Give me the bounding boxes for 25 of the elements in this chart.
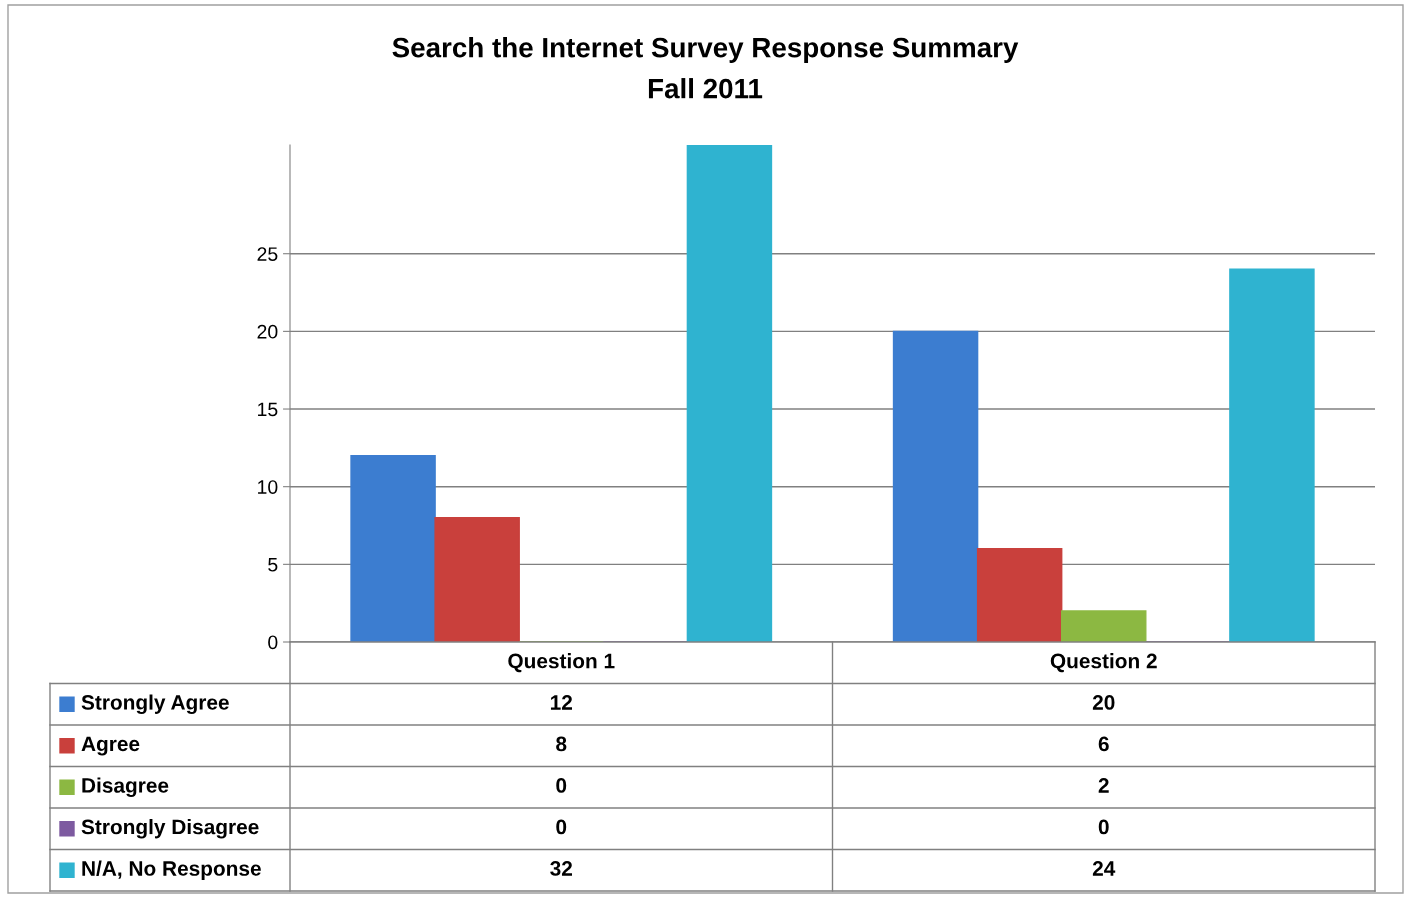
legend-label: N/A, No Response: [82, 860, 261, 880]
data-label: 12: [550, 695, 572, 710]
data-label: 24: [1092, 861, 1116, 876]
legend-label: Strongly Agree: [81, 694, 229, 715]
data-label: 8: [556, 736, 567, 752]
data-label: 2: [1098, 778, 1109, 793]
legend-label: Strongly Disagree: [81, 818, 259, 839]
chart-title: Search the Internet Survey Response Summary: [392, 37, 1019, 63]
data-label: 0: [556, 819, 567, 835]
legend-label: Disagree: [82, 777, 169, 798]
y-tick-label: 15: [258, 402, 278, 417]
y-tick-label: 25: [257, 247, 278, 261]
x-tick-label: Question 1: [508, 653, 615, 673]
y-tick-label: 10: [258, 480, 278, 494]
y-tick-label: 0: [268, 635, 278, 650]
x-tick-label: Question 2: [1050, 653, 1157, 673]
y-tick-label: 5: [268, 558, 278, 572]
data-label: 0: [556, 778, 567, 793]
data-label: 32: [550, 861, 572, 876]
data-label: 0: [1098, 819, 1109, 835]
data-label: 20: [1092, 695, 1115, 710]
chart-subtitle: Fall 2011: [648, 78, 763, 99]
legend-label: Agree: [81, 736, 140, 756]
data-label: 6: [1098, 736, 1109, 752]
y-tick-label: 20: [257, 324, 278, 339]
